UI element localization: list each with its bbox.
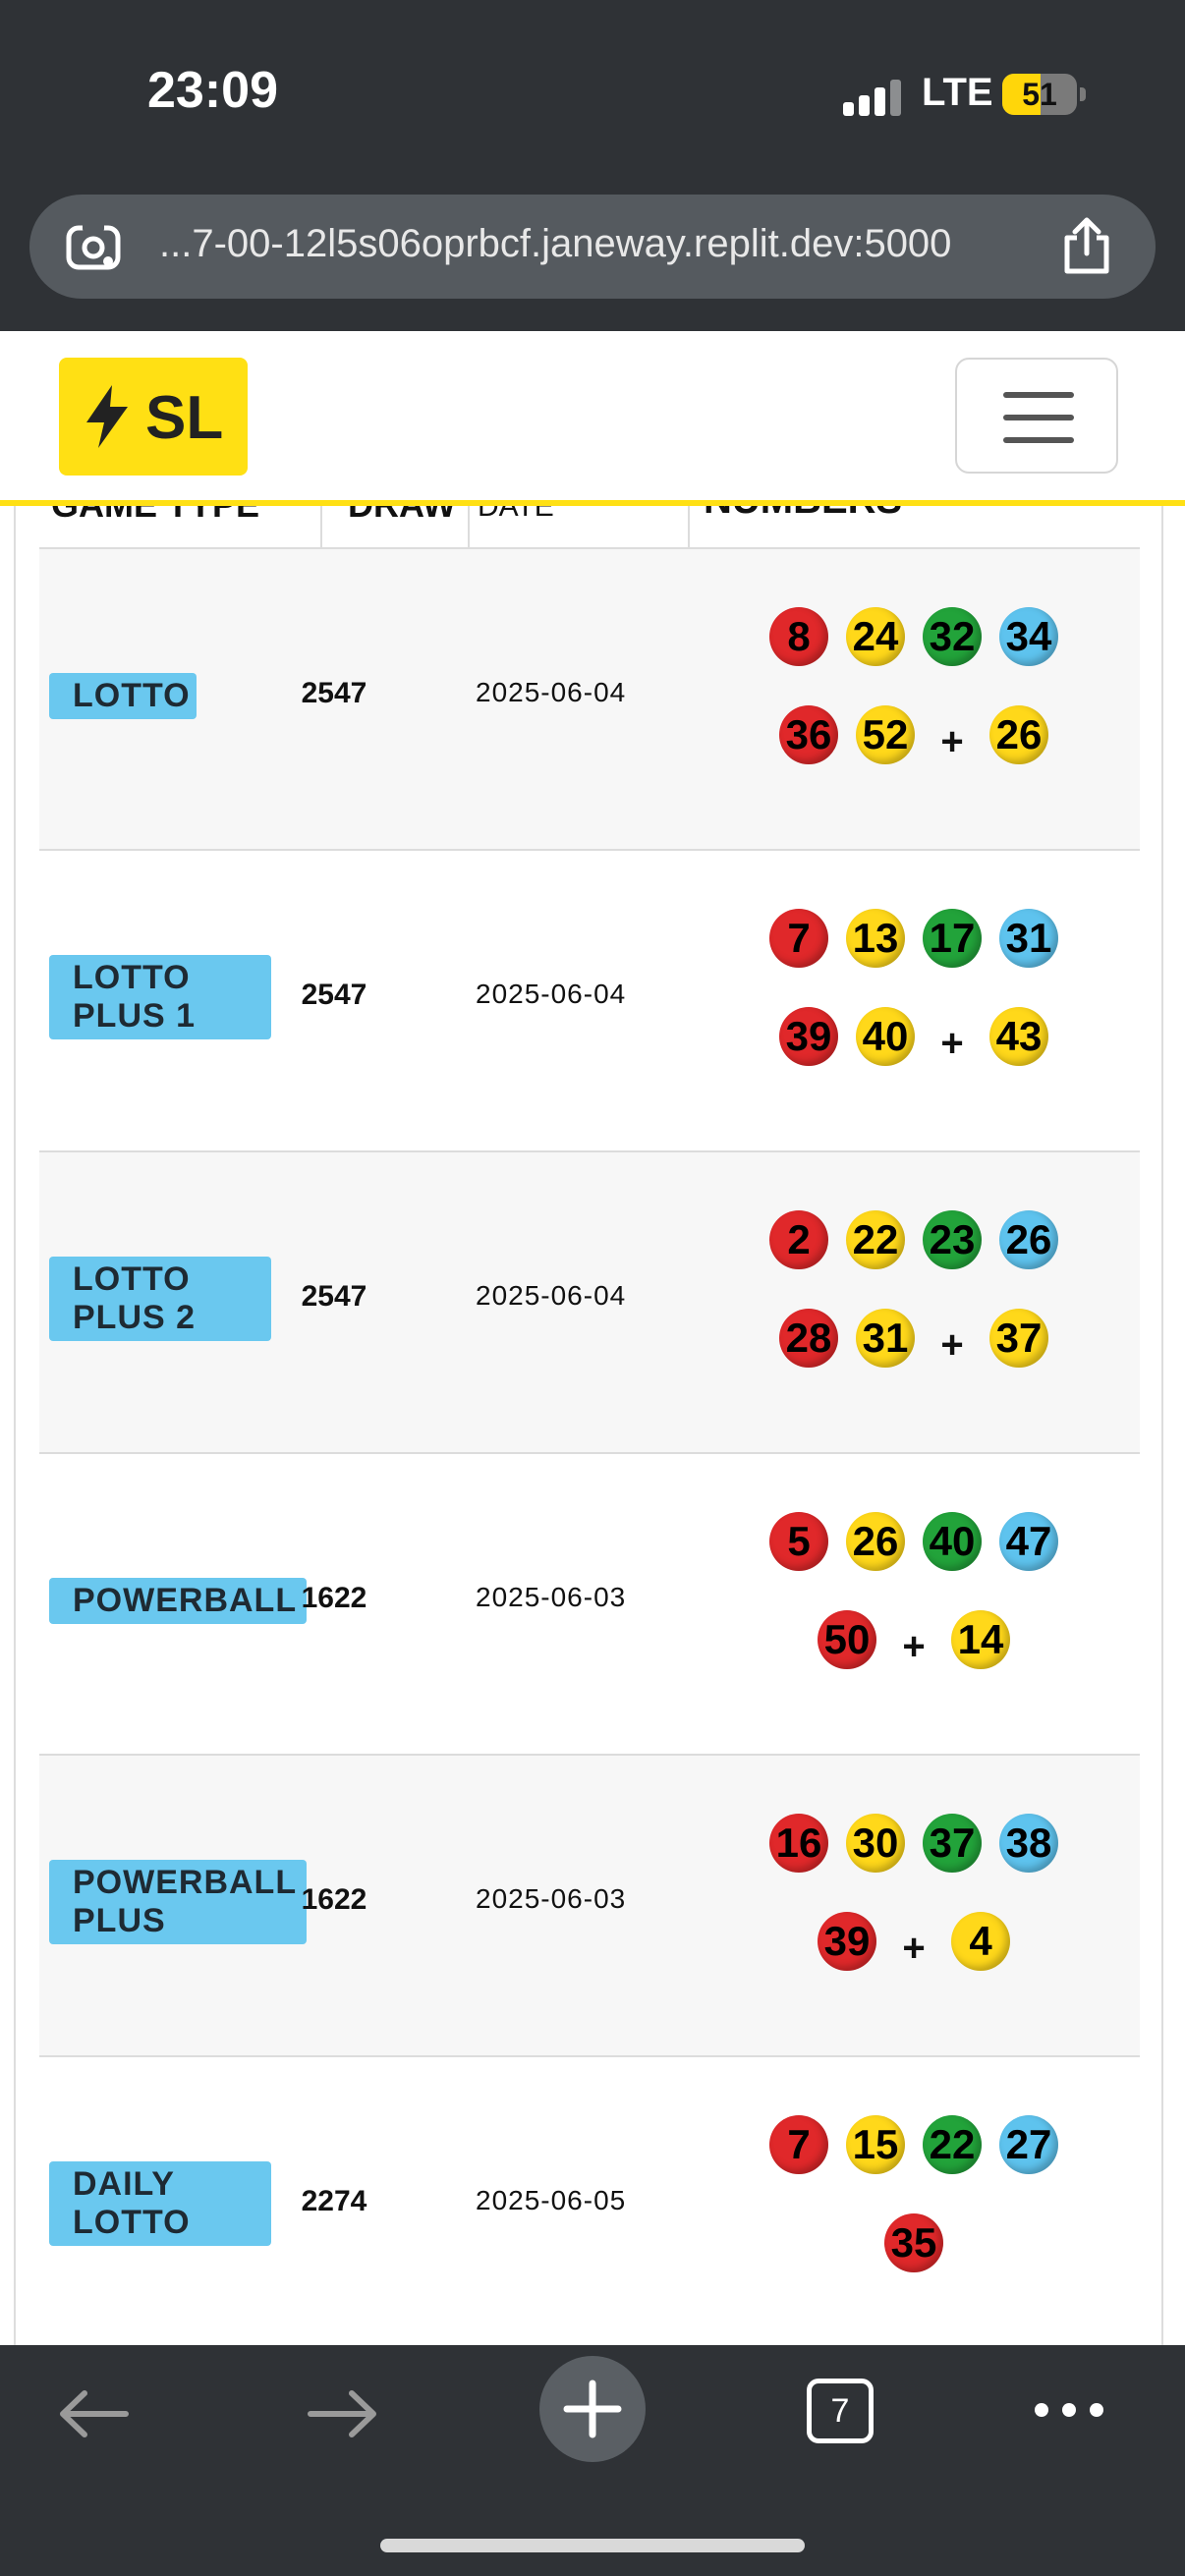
table-row: POWERBALL 1622 2025-06-03 5 26 40 47 50 +14 [39,1452,1140,1754]
bonus-ball: 14 [951,1610,1010,1669]
number-ball: 39 [818,1912,876,1971]
draw-date: 2025-06-04 [476,979,627,1009]
draw-number: 2547 [301,979,367,1011]
number-ball: 16 [769,1814,828,1873]
draw-date: 2025-06-05 [476,2185,627,2215]
number-ball: 2 [769,1210,828,1269]
number-ball: 35 [884,2213,943,2272]
winning-numbers: 7 13 17 31 39 40 +43 [688,898,1140,1077]
table-row: DAILY LOTTO 2274 2025-06-05 7 15 22 27 35 [39,2055,1140,2345]
status-time: 23:09 [147,62,278,119]
url-text[interactable]: ...7-00-12l5s06oprbcf.janeway.replit.dev… [159,222,952,265]
winning-numbers: 5 26 40 47 50 +14 [688,1501,1140,1680]
winning-numbers: 2 22 23 26 28 31 +37 [688,1200,1140,1378]
menu-toggle-button[interactable] [955,358,1118,474]
number-ball: 40 [923,1512,982,1571]
winning-numbers: 8 24 32 34 36 52 +26 [688,596,1140,775]
draw-number: 2274 [301,2185,367,2217]
number-ball: 13 [846,909,905,968]
draw-date: 2025-06-04 [476,677,627,707]
home-indicator [380,2539,805,2552]
number-ball: 24 [846,607,905,666]
number-ball: 39 [779,1007,838,1066]
number-ball: 8 [769,607,828,666]
table-row: LOTTO PLUS 1 2547 2025-06-04 7 13 17 31 39 40 +43 [39,849,1140,1150]
number-ball: 50 [818,1610,876,1669]
number-ball: 36 [779,705,838,764]
tabs-button[interactable]: 7 [807,2379,874,2443]
network-type: LTE [922,71,993,114]
bonus-ball: 4 [951,1912,1010,1971]
winning-numbers: 16 30 37 38 39 +4 [688,1803,1140,1982]
lightning-bolt-icon [86,385,128,448]
draw-date: 2025-06-03 [476,1582,627,1612]
bonus-ball: 43 [989,1007,1048,1066]
game-type-badge: LOTTO PLUS 2 [49,1257,271,1341]
game-type-badge: POWERBALL [49,1578,307,1624]
site-header: SL [0,331,1185,506]
bonus-separator: + [940,1021,964,1065]
draw-number: 1622 [301,1883,367,1916]
number-ball: 37 [923,1814,982,1873]
game-type-badge: LOTTO PLUS 1 [49,955,271,1039]
number-ball: 28 [779,1309,838,1368]
bonus-separator: + [940,719,964,763]
table-row: LOTTO 2547 2025-06-04 8 24 32 34 36 52 +26 [39,547,1140,849]
number-ball: 5 [769,1512,828,1571]
number-ball: 31 [856,1309,915,1368]
game-type-badge: DAILY LOTTO [49,2161,271,2246]
forward-arrow-icon[interactable] [307,2389,379,2438]
number-ball: 52 [856,705,915,764]
number-ball: 26 [999,1210,1058,1269]
number-ball: 32 [923,607,982,666]
number-ball: 38 [999,1814,1058,1873]
draw-date: 2025-06-04 [476,1280,627,1311]
share-icon[interactable] [1059,216,1114,275]
status-bar: 23:09 LTE 51 [0,0,1185,187]
draw-number: 2547 [301,677,367,709]
number-ball: 26 [846,1512,905,1571]
bonus-ball: 37 [989,1309,1048,1368]
draw-number: 1622 [301,1582,367,1614]
number-ball: 34 [999,607,1058,666]
winning-numbers: 7 15 22 27 35 [688,2104,1140,2283]
number-ball: 17 [923,909,982,968]
new-tab-button[interactable] [539,2356,646,2462]
bonus-separator: + [940,1322,964,1367]
bonus-separator: + [902,1926,926,1970]
site-logo[interactable]: SL [59,358,248,476]
number-ball: 15 [846,2115,905,2174]
number-ball: 7 [769,2115,828,2174]
bonus-ball: 26 [989,705,1048,764]
game-type-badge: LOTTO [49,673,197,719]
address-bar[interactable] [29,195,1156,299]
table-row: LOTTO PLUS 2 2547 2025-06-04 2 22 23 26 28 31 +37 [39,1150,1140,1452]
number-ball: 22 [846,1210,905,1269]
draw-number: 2547 [301,1280,367,1313]
draw-date: 2025-06-03 [476,1883,627,1914]
game-type-badge: POWERBALL PLUS [49,1860,307,1944]
web-page: GAME TYPE DRAW DATE NUMBERS LOTTO2547202… [0,331,1185,2345]
number-ball: 7 [769,909,828,968]
battery-level: 51 [1022,77,1057,112]
battery-cap [1080,87,1086,101]
back-arrow-icon[interactable] [57,2389,130,2438]
more-dots-icon[interactable] [1032,2397,1106,2423]
number-ball: 31 [999,909,1058,968]
battery-icon: 51 [1002,74,1077,115]
number-ball: 22 [923,2115,982,2174]
google-lens-icon[interactable] [65,218,122,275]
number-ball: 47 [999,1512,1058,1571]
table-row: POWERBALL PLUS 1622 2025-06-03 16 30 37 38 39 +4 [39,1754,1140,2055]
number-ball: 27 [999,2115,1058,2174]
plus-icon [563,2380,622,2438]
logo-text: SL [145,384,224,452]
number-ball: 30 [846,1814,905,1873]
bonus-separator: + [902,1624,926,1668]
signal-icon [843,77,902,116]
number-ball: 23 [923,1210,982,1269]
number-ball: 40 [856,1007,915,1066]
